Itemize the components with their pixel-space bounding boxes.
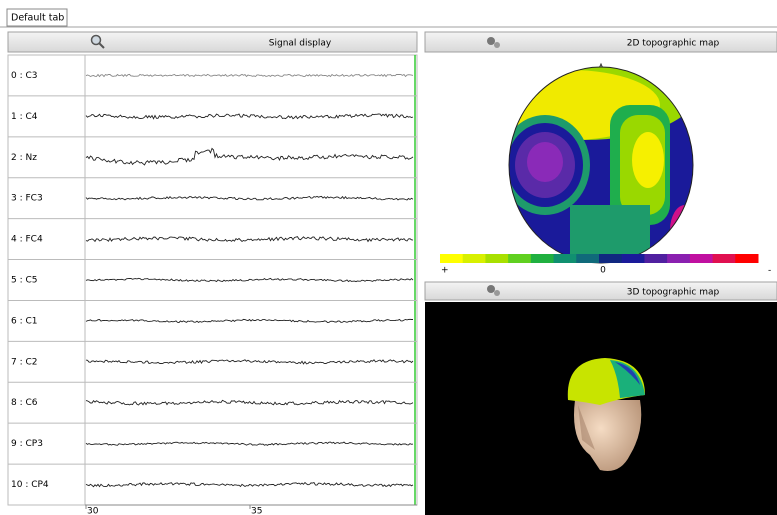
color-swatch (440, 254, 463, 263)
channel-label: 7 : C2 (11, 357, 38, 367)
color-swatch (485, 254, 508, 263)
topo-2d-map (475, 50, 700, 265)
color-swatch (735, 254, 758, 263)
color-scale (440, 254, 759, 263)
channel-label: 6 : C1 (11, 316, 38, 326)
channel-label: 9 : CP3 (11, 439, 43, 449)
color-swatch (531, 254, 554, 263)
signal-area (8, 55, 417, 505)
channel-label: 3 : FC3 (11, 194, 43, 204)
color-swatch (599, 254, 622, 263)
topo-3d-title: 3D topographic map (627, 288, 720, 298)
color-swatch (554, 254, 577, 263)
color-swatch (463, 254, 486, 263)
channel-label: 8 : C6 (11, 398, 38, 408)
color-swatch (713, 254, 736, 263)
page: Default tab Signal display 30 35 0 : C3 1… (0, 0, 777, 515)
signal-display-title: Signal display (269, 39, 332, 49)
topo-2d-header[interactable] (425, 32, 777, 52)
color-swatch (576, 254, 599, 263)
channel-label: 4 : FC4 (11, 235, 43, 245)
signal-display-header[interactable] (8, 32, 417, 52)
color-swatch (690, 254, 713, 263)
scale-label: - (768, 266, 771, 276)
color-swatch (644, 254, 667, 263)
app-window: Default tab Signal display 30 35 0 : C3 1… (0, 0, 777, 515)
color-swatch (667, 254, 690, 263)
channel-label: 5 : C5 (11, 276, 38, 286)
topo-2d-title: 2D topographic map (627, 39, 720, 49)
color-swatch (622, 254, 645, 263)
time-tick-label: 35 (251, 507, 262, 515)
color-swatch (508, 254, 531, 263)
topo-3d-header[interactable] (425, 282, 777, 300)
time-tick-label: 30 (87, 507, 99, 515)
channel-label: 0 : C3 (11, 71, 38, 81)
scale-label: + (441, 266, 449, 276)
channel-label: 1 : C4 (11, 112, 38, 122)
channel-label: 2 : Nz (11, 153, 37, 163)
scale-label: 0 (600, 266, 606, 276)
channel-label: 10 : CP4 (11, 480, 49, 490)
tab-label[interactable]: Default tab (11, 13, 64, 24)
